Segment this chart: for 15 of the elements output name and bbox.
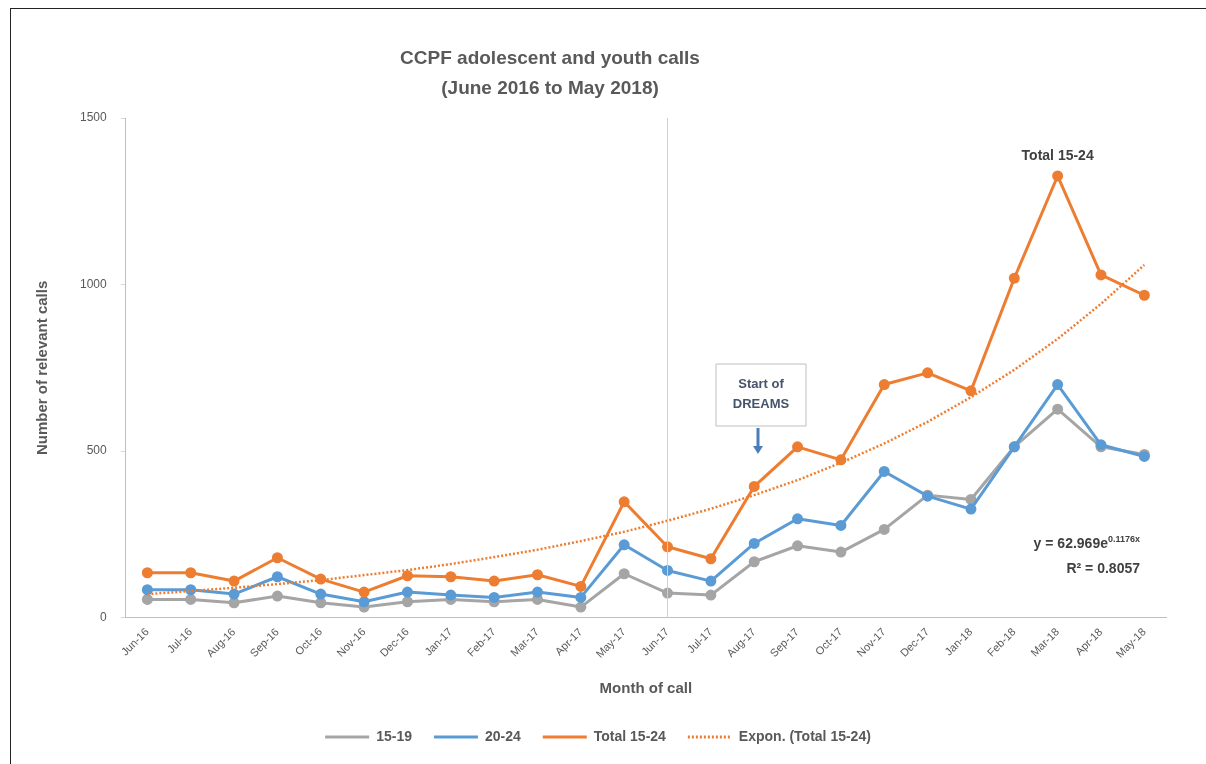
annotation: R² = 0.8057 xyxy=(1066,560,1141,576)
y-tick-label: 1000 xyxy=(79,276,108,291)
legend-label: 20-24 xyxy=(484,727,521,744)
chart-title: CCPF adolescent and youth calls xyxy=(400,47,700,68)
annotation: Start of DREAMS xyxy=(732,376,790,411)
legend-label: Expon. (Total 15-24) xyxy=(738,727,871,744)
legend-label: Total 15-24 xyxy=(593,727,667,744)
chart-subtitle: (June 2016 to May 2018) xyxy=(441,77,659,98)
annotation: Total 15-24 xyxy=(1021,146,1094,163)
y-tick-label: 0 xyxy=(100,610,108,625)
y-tick-label: 1500 xyxy=(79,110,108,125)
x-axis-title: Month of call xyxy=(599,679,693,697)
legend-label: 15-19 xyxy=(376,727,413,744)
y-axis-title: Number of relevant calls xyxy=(33,280,51,455)
y-tick-label: 500 xyxy=(86,443,108,458)
